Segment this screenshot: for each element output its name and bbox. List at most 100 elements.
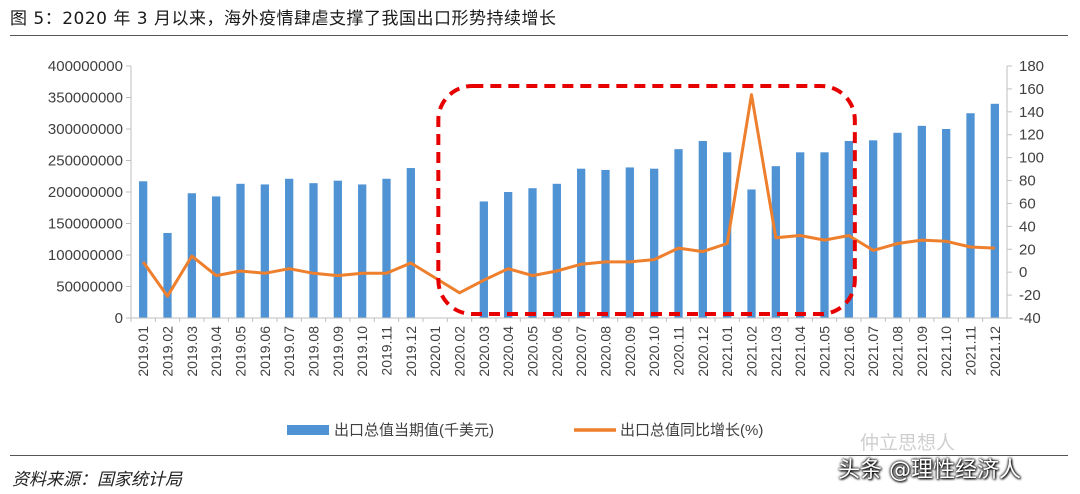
bar-2021.08 xyxy=(893,132,902,318)
right-tick-label: -20 xyxy=(1019,287,1041,304)
left-tick-label: 0 xyxy=(115,310,123,327)
bar-2019.07 xyxy=(285,178,294,318)
x-tick-label: 2020.08 xyxy=(598,326,614,377)
x-tick-label: 2021.02 xyxy=(744,326,760,377)
x-tick-label: 2019.09 xyxy=(330,326,346,377)
bar-2021.11 xyxy=(966,113,975,318)
bar-2020.09 xyxy=(625,167,634,318)
right-y-axis: -40 -20 0 20 40 60 80 100 120 140 160 180 xyxy=(1006,58,1044,327)
x-tick-label: 2020.11 xyxy=(671,326,687,376)
right-tick-label: 60 xyxy=(1019,195,1036,212)
right-tick-label: 80 xyxy=(1019,173,1036,190)
bar-2019.06 xyxy=(260,184,269,318)
left-tick-label: 400000000 xyxy=(48,58,123,75)
legend: 出口总值当期值(千美元) 出口总值同比增长(%) xyxy=(287,422,763,439)
right-tick-label: 160 xyxy=(1019,81,1044,98)
right-tick-label: 120 xyxy=(1019,127,1044,144)
source-note: 资料来源：国家统计局 xyxy=(12,470,182,490)
x-tick-label: 2021.08 xyxy=(890,326,906,377)
bar-2021.09 xyxy=(917,125,926,318)
x-tick-label: 2021.05 xyxy=(817,326,833,377)
x-tick-label: 2019.12 xyxy=(403,326,419,377)
x-tick-label: 2019.06 xyxy=(257,326,273,377)
right-tick-label: -40 xyxy=(1019,310,1041,327)
x-tick-label: 2020.02 xyxy=(452,326,468,377)
x-tick-label: 2021.11 xyxy=(963,326,979,376)
bar-2020.05 xyxy=(528,188,537,318)
x-tick-label: 2020.01 xyxy=(427,326,443,377)
highlight-box xyxy=(436,84,857,316)
bar-2020.10 xyxy=(650,168,659,318)
left-tick-label: 100000000 xyxy=(48,247,123,264)
left-y-axis: 0 50000000 100000000 150000000 200000000 2500… xyxy=(48,58,132,327)
x-tick-label: 2020.05 xyxy=(525,326,541,377)
x-tick-label: 2020.06 xyxy=(549,326,565,377)
bar-series-export-value xyxy=(139,103,999,318)
right-tick-label: 0 xyxy=(1019,264,1027,281)
left-tick-label: 300000000 xyxy=(48,121,123,138)
x-tick-label: 2020.10 xyxy=(646,326,662,377)
line-series-export-growth xyxy=(141,93,995,298)
bar-2021.05 xyxy=(820,152,829,318)
x-tick-label: 2020.03 xyxy=(476,326,492,377)
x-tick-label: 2021.04 xyxy=(792,326,808,377)
x-tick-label: 2019.07 xyxy=(281,326,297,377)
x-tick-label: 2020.04 xyxy=(500,326,516,377)
credit-overlay: 头条 @理性经济人 xyxy=(838,458,1021,483)
x-axis: 2019.01 2019.02 2019.03 2019.04 2019.05 2019.… xyxy=(130,317,1007,377)
bar-2020.04 xyxy=(504,192,513,318)
legend-bar-swatch xyxy=(287,425,329,435)
highlight-dashed-box xyxy=(436,84,857,316)
bar-2021.06 xyxy=(844,140,853,318)
bar-2019.05 xyxy=(236,183,245,318)
x-tick-label: 2021.03 xyxy=(768,326,784,377)
bar-2019.09 xyxy=(333,180,342,318)
x-tick-label: 2021.09 xyxy=(914,326,930,377)
x-tick-label: 2021.07 xyxy=(865,326,881,377)
x-tick-label: 2021.06 xyxy=(841,326,857,377)
x-tick-label: 2019.11 xyxy=(379,326,395,376)
left-tick-label: 350000000 xyxy=(48,90,123,107)
bar-2021.12 xyxy=(990,103,999,318)
x-tick-label: 2019.04 xyxy=(208,326,224,377)
left-tick-label: 200000000 xyxy=(48,184,123,201)
bar-2020.03 xyxy=(479,201,488,318)
left-tick-label: 150000000 xyxy=(48,216,123,233)
bar-2019.02 xyxy=(163,232,172,318)
left-tick-label: 50000000 xyxy=(56,279,123,296)
x-tick-label: 2019.08 xyxy=(306,326,322,377)
x-tick-label: 2021.12 xyxy=(987,326,1003,377)
right-tick-label: 100 xyxy=(1019,150,1044,167)
x-tick-label: 2019.05 xyxy=(233,326,249,377)
right-tick-label: 40 xyxy=(1019,218,1036,235)
legend-bar-label: 出口总值当期值(千美元) xyxy=(334,422,494,439)
bar-2019.11 xyxy=(382,178,391,318)
x-tick-label: 2019.01 xyxy=(135,326,151,377)
bar-2020.12 xyxy=(698,140,707,318)
bar-2020.07 xyxy=(577,168,586,318)
bar-2020.11 xyxy=(674,149,683,318)
legend-line-label: 出口总值同比增长(%) xyxy=(620,422,763,439)
x-tick-label: 2020.07 xyxy=(573,326,589,377)
figure-title: 图 5：2020 年 3 月以来，海外疫情肆虐支撑了我国出口形势持续增长 xyxy=(10,9,557,29)
x-tick-label: 2021.10 xyxy=(938,326,954,377)
left-tick-label: 250000000 xyxy=(48,153,123,170)
bar-2020.06 xyxy=(552,183,561,318)
bar-2019.01 xyxy=(139,181,148,318)
watermark-text: 仲立思想人 xyxy=(860,432,956,454)
bar-2019.12 xyxy=(406,168,415,318)
bar-2019.08 xyxy=(309,183,318,318)
bar-2021.03 xyxy=(771,166,780,318)
bar-2019.04 xyxy=(212,196,221,318)
x-tick-label: 2019.10 xyxy=(354,326,370,377)
x-tick-label: 2020.12 xyxy=(695,326,711,377)
title-divider xyxy=(10,35,1068,36)
bar-2020.08 xyxy=(601,169,610,318)
right-tick-label: 20 xyxy=(1019,241,1036,258)
bar-2019.10 xyxy=(358,184,367,318)
bar-2021.10 xyxy=(942,129,951,318)
bar-2021.07 xyxy=(869,140,878,318)
bar-2021.02 xyxy=(747,189,756,318)
x-tick-label: 2019.03 xyxy=(184,326,200,377)
